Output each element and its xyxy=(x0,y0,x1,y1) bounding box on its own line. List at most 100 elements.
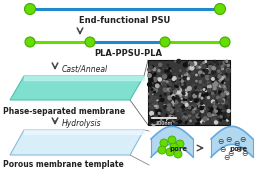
Circle shape xyxy=(198,94,200,96)
Circle shape xyxy=(171,93,172,95)
Circle shape xyxy=(169,120,170,121)
Circle shape xyxy=(173,104,175,106)
Circle shape xyxy=(201,74,204,77)
Circle shape xyxy=(149,79,152,82)
Circle shape xyxy=(193,117,194,118)
Circle shape xyxy=(196,74,197,76)
Circle shape xyxy=(182,97,186,101)
Circle shape xyxy=(183,102,184,103)
Circle shape xyxy=(185,121,188,124)
Circle shape xyxy=(186,61,188,63)
Circle shape xyxy=(219,78,221,81)
Circle shape xyxy=(207,71,211,75)
Circle shape xyxy=(225,105,228,108)
Circle shape xyxy=(223,61,227,65)
Circle shape xyxy=(192,92,196,96)
Circle shape xyxy=(182,96,184,98)
Circle shape xyxy=(167,120,168,121)
Circle shape xyxy=(200,74,201,76)
Circle shape xyxy=(183,74,186,77)
Circle shape xyxy=(176,98,178,100)
Circle shape xyxy=(166,114,167,115)
Circle shape xyxy=(199,72,200,73)
Circle shape xyxy=(199,67,200,68)
Circle shape xyxy=(221,116,224,119)
Circle shape xyxy=(188,106,191,109)
Circle shape xyxy=(212,90,214,91)
Circle shape xyxy=(209,72,210,74)
Circle shape xyxy=(224,96,227,99)
Circle shape xyxy=(179,75,181,77)
Circle shape xyxy=(170,93,171,95)
Circle shape xyxy=(163,79,167,82)
Circle shape xyxy=(222,82,223,83)
Circle shape xyxy=(152,81,153,83)
Circle shape xyxy=(176,123,177,124)
Circle shape xyxy=(155,105,157,107)
Circle shape xyxy=(180,94,183,97)
Circle shape xyxy=(164,93,166,95)
Circle shape xyxy=(219,100,221,103)
Circle shape xyxy=(213,102,215,104)
Circle shape xyxy=(222,98,224,99)
Circle shape xyxy=(155,80,158,84)
Circle shape xyxy=(202,94,204,97)
Circle shape xyxy=(178,88,182,92)
Circle shape xyxy=(188,123,189,124)
Circle shape xyxy=(224,87,226,89)
Text: ⊖: ⊖ xyxy=(227,149,233,157)
Circle shape xyxy=(190,62,194,66)
Circle shape xyxy=(217,111,219,112)
Circle shape xyxy=(203,73,204,74)
Circle shape xyxy=(214,111,216,112)
Circle shape xyxy=(151,66,154,68)
Circle shape xyxy=(157,99,158,101)
Circle shape xyxy=(174,76,178,80)
Circle shape xyxy=(222,99,223,100)
Circle shape xyxy=(225,62,227,63)
Circle shape xyxy=(181,119,182,120)
Circle shape xyxy=(154,73,156,75)
Circle shape xyxy=(209,64,212,66)
Circle shape xyxy=(178,105,181,108)
Circle shape xyxy=(168,75,172,78)
Circle shape xyxy=(163,75,166,78)
Polygon shape xyxy=(24,130,144,134)
Text: End-functional PSU: End-functional PSU xyxy=(79,16,171,25)
Circle shape xyxy=(188,87,191,90)
Circle shape xyxy=(204,67,207,71)
Polygon shape xyxy=(10,130,144,155)
Circle shape xyxy=(154,77,157,80)
Circle shape xyxy=(214,119,216,121)
Circle shape xyxy=(184,102,188,105)
Circle shape xyxy=(169,67,171,70)
Circle shape xyxy=(155,105,158,108)
Circle shape xyxy=(216,101,218,103)
Circle shape xyxy=(182,84,183,85)
Circle shape xyxy=(208,85,211,88)
Circle shape xyxy=(220,76,223,80)
Circle shape xyxy=(172,94,175,97)
Circle shape xyxy=(217,96,219,99)
Circle shape xyxy=(172,78,176,82)
Circle shape xyxy=(184,74,188,77)
Circle shape xyxy=(217,70,220,72)
Circle shape xyxy=(195,122,199,125)
Circle shape xyxy=(206,88,208,90)
Text: pore: pore xyxy=(169,146,187,152)
Circle shape xyxy=(189,67,191,70)
Circle shape xyxy=(172,77,175,80)
Circle shape xyxy=(211,92,214,94)
Circle shape xyxy=(218,91,221,94)
Circle shape xyxy=(221,65,223,68)
Circle shape xyxy=(196,114,200,118)
Circle shape xyxy=(164,117,168,120)
Circle shape xyxy=(213,96,214,97)
Circle shape xyxy=(224,82,225,84)
Circle shape xyxy=(149,105,152,108)
Circle shape xyxy=(216,108,218,110)
Circle shape xyxy=(178,100,180,102)
Circle shape xyxy=(212,70,215,74)
Circle shape xyxy=(202,97,204,99)
Circle shape xyxy=(211,117,215,120)
